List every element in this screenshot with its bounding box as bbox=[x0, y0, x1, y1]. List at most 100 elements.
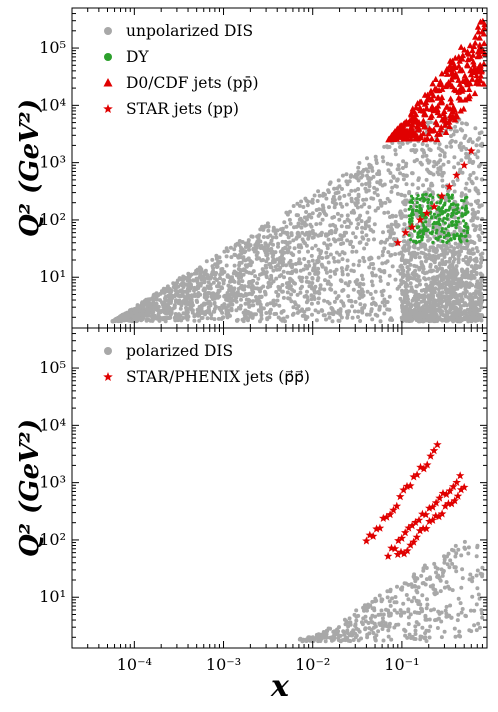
data-point-unpolarized-dis bbox=[265, 302, 269, 307]
data-point-unpolarized-dis bbox=[341, 301, 346, 306]
data-point-unpolarized-dis bbox=[344, 172, 349, 177]
data-point-dy bbox=[457, 237, 461, 241]
data-point-unpolarized-dis bbox=[173, 292, 178, 297]
data-point-polarized-dis bbox=[348, 620, 353, 625]
x-axis-label: x bbox=[270, 669, 290, 704]
data-point-unpolarized-dis bbox=[400, 275, 405, 279]
data-point-unpolarized-dis bbox=[280, 283, 285, 287]
data-point-unpolarized-dis bbox=[312, 262, 317, 267]
data-point-unpolarized-dis bbox=[404, 292, 409, 297]
data-point-dy bbox=[456, 206, 460, 210]
legend-label: D0/CDF jets (pp̄) bbox=[126, 74, 259, 92]
data-point-unpolarized-dis bbox=[436, 298, 441, 303]
data-point-polarized-dis bbox=[439, 635, 444, 640]
data-point-unpolarized-dis bbox=[154, 295, 159, 300]
data-point-unpolarized-dis bbox=[338, 233, 343, 238]
data-point-unpolarized-dis bbox=[358, 319, 363, 323]
data-point-unpolarized-dis bbox=[308, 222, 313, 227]
data-point-star-phenix-jets bbox=[421, 510, 431, 519]
data-point-dy bbox=[429, 201, 434, 205]
data-point-dy bbox=[437, 205, 441, 209]
data-point-unpolarized-dis bbox=[290, 262, 295, 267]
data-point-unpolarized-dis bbox=[250, 260, 254, 265]
data-point-unpolarized-dis bbox=[387, 273, 392, 278]
data-point-unpolarized-dis bbox=[291, 311, 296, 316]
data-point-polarized-dis bbox=[412, 610, 417, 615]
data-point-polarized-dis bbox=[413, 628, 418, 633]
data-point-unpolarized-dis bbox=[247, 298, 252, 303]
y-tick-label: 10³ bbox=[39, 473, 66, 492]
data-point-unpolarized-dis bbox=[436, 166, 441, 171]
data-point-unpolarized-dis bbox=[428, 148, 433, 153]
data-point-unpolarized-dis bbox=[353, 235, 358, 240]
data-point-d0-cdf-jets bbox=[449, 59, 457, 66]
data-point-unpolarized-dis bbox=[224, 254, 229, 259]
data-point-polarized-dis bbox=[420, 593, 425, 598]
data-point-unpolarized-dis bbox=[165, 311, 169, 316]
data-point-d0-cdf-jets bbox=[437, 126, 444, 133]
data-point-d0-cdf-jets bbox=[461, 46, 468, 53]
data-point-unpolarized-dis bbox=[366, 224, 371, 229]
data-point-star-phenix-jets bbox=[447, 499, 456, 508]
data-point-star-phenix-jets bbox=[389, 505, 398, 514]
data-point-unpolarized-dis bbox=[356, 263, 361, 268]
data-point-polarized-dis bbox=[317, 633, 322, 637]
data-point-unpolarized-dis bbox=[344, 179, 349, 184]
data-point-unpolarized-dis bbox=[439, 245, 444, 249]
data-point-unpolarized-dis bbox=[365, 210, 370, 215]
data-point-polarized-dis bbox=[409, 599, 414, 604]
data-point-unpolarized-dis bbox=[438, 153, 443, 158]
data-point-unpolarized-dis bbox=[344, 202, 349, 207]
data-point-d0-cdf-jets bbox=[476, 41, 484, 48]
data-point-star-phenix-jets bbox=[392, 501, 402, 510]
data-point-unpolarized-dis bbox=[345, 238, 350, 243]
data-point-unpolarized-dis bbox=[232, 286, 237, 291]
data-point-dy bbox=[460, 214, 464, 218]
data-point-unpolarized-dis bbox=[385, 196, 390, 201]
data-point-dy bbox=[417, 240, 421, 244]
data-point-star-phenix-jets bbox=[406, 540, 415, 549]
data-point-polarized-dis bbox=[418, 602, 423, 607]
data-point-polarized-dis bbox=[376, 629, 381, 634]
data-point-polarized-dis bbox=[377, 593, 382, 598]
data-point-dy bbox=[419, 234, 423, 239]
data-point-unpolarized-dis bbox=[391, 175, 396, 180]
data-point-unpolarized-dis bbox=[304, 243, 309, 248]
data-point-unpolarized-dis bbox=[169, 307, 174, 312]
data-point-polarized-dis bbox=[406, 615, 411, 620]
data-point-unpolarized-dis bbox=[346, 218, 351, 223]
data-point-unpolarized-dis bbox=[437, 262, 442, 267]
data-point-unpolarized-dis bbox=[316, 259, 321, 264]
data-point-unpolarized-dis bbox=[324, 317, 328, 322]
data-point-star-phenix-jets bbox=[396, 547, 406, 556]
data-point-unpolarized-dis bbox=[265, 221, 270, 226]
data-point-unpolarized-dis bbox=[457, 226, 462, 230]
data-point-d0-cdf-jets bbox=[451, 106, 459, 113]
data-point-unpolarized-dis bbox=[347, 309, 352, 314]
data-point-unpolarized-dis bbox=[332, 259, 337, 264]
data-point-d0-cdf-jets bbox=[446, 105, 454, 112]
data-point-unpolarized-dis bbox=[289, 292, 294, 297]
data-point-unpolarized-dis bbox=[291, 204, 296, 208]
data-point-polarized-dis bbox=[442, 554, 446, 559]
data-point-unpolarized-dis bbox=[181, 285, 186, 289]
data-point-dy bbox=[422, 224, 426, 228]
data-point-unpolarized-dis bbox=[226, 283, 231, 288]
data-point-unpolarized-dis bbox=[355, 278, 360, 283]
data-point-unpolarized-dis bbox=[172, 315, 177, 320]
data-point-unpolarized-dis bbox=[412, 159, 417, 164]
data-point-unpolarized-dis bbox=[324, 250, 329, 255]
data-point-unpolarized-dis bbox=[225, 294, 230, 299]
data-point-unpolarized-dis bbox=[413, 255, 418, 260]
data-point-unpolarized-dis bbox=[316, 296, 321, 301]
data-point-unpolarized-dis bbox=[332, 205, 337, 210]
data-point-unpolarized-dis bbox=[298, 243, 303, 248]
data-point-unpolarized-dis bbox=[228, 279, 232, 284]
data-point-polarized-dis bbox=[404, 581, 408, 586]
data-point-unpolarized-dis bbox=[324, 270, 329, 275]
data-point-unpolarized-dis bbox=[378, 275, 383, 280]
data-point-unpolarized-dis bbox=[125, 312, 130, 317]
data-point-polarized-dis bbox=[298, 636, 303, 641]
data-point-unpolarized-dis bbox=[189, 301, 194, 306]
